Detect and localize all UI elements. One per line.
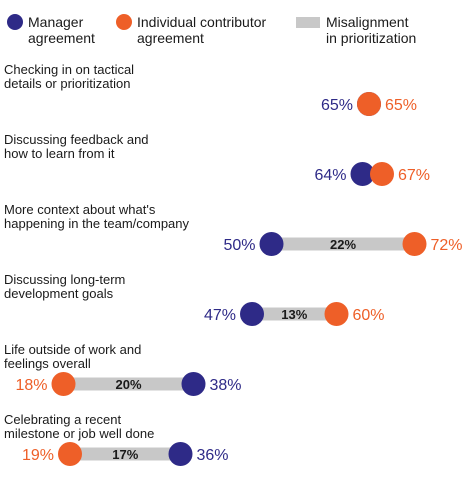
ic-dot [402,232,427,256]
ic-value-label: 19% [22,447,54,464]
legend-ic-label-line1: Individual contributor [137,14,267,30]
manager-value-label: 38% [210,377,242,394]
ic-value-label: 18% [15,377,47,394]
gap-bar [271,237,415,251]
ic-dot [58,442,82,466]
manager-dot [240,302,264,326]
ic-value-label: 65% [385,97,417,114]
manager-dot [350,162,375,186]
category-label-line: More context about what's [4,202,156,217]
gap-label: 17% [112,447,138,462]
legend-gap-label-line1: Misalignment [326,14,409,30]
ic-value-label: 67% [398,167,430,184]
manager-value-label: 47% [204,307,236,324]
category-label-line: Checking in on tactical [4,62,134,77]
manager-value-label: 64% [314,167,346,184]
gap-bar [70,447,181,461]
manager-value-label: 50% [223,237,255,254]
manager-dot [168,442,193,466]
category-label-line: Life outside of work and [4,342,141,357]
gap-label: 20% [115,377,141,392]
legend-ic-label-line2: agreement [137,30,204,46]
gap-label: 13% [281,307,307,322]
category-label-line: happening in the team/company [4,216,190,231]
ic-dot [357,92,381,116]
ic-dot [324,302,349,326]
legend-manager-label-line2: agreement [28,30,95,46]
manager-dot [181,372,206,396]
category-label-line: Discussing long-term [4,272,125,287]
gap-bar [252,307,337,321]
category-label-line: milestone or job well done [4,426,154,441]
legend-gap-label-line2: in prioritization [326,30,416,46]
manager-value-label: 65% [321,97,353,114]
legend-gap-swatch [296,17,320,28]
category-label-line: Discussing feedback and [4,132,149,147]
category-label-line: Celebrating a recent [4,412,121,427]
legend-ic-swatch [116,14,132,30]
legend-manager-label-line1: Manager [28,14,84,30]
category-label-line: details or prioritization [4,76,130,91]
manager-value-label: 36% [197,447,229,464]
ic-dot [370,162,394,186]
gap-label: 22% [330,237,356,252]
legend-manager-swatch [7,14,23,30]
category-label-line: feelings overall [4,356,91,371]
category-label-line: development goals [4,286,114,301]
ic-value-label: 60% [353,307,385,324]
category-label-line: how to learn from it [4,146,115,161]
ic-value-label: 72% [431,237,463,254]
ic-dot [51,372,76,396]
manager-dot [259,232,284,256]
gap-bar [63,377,194,391]
